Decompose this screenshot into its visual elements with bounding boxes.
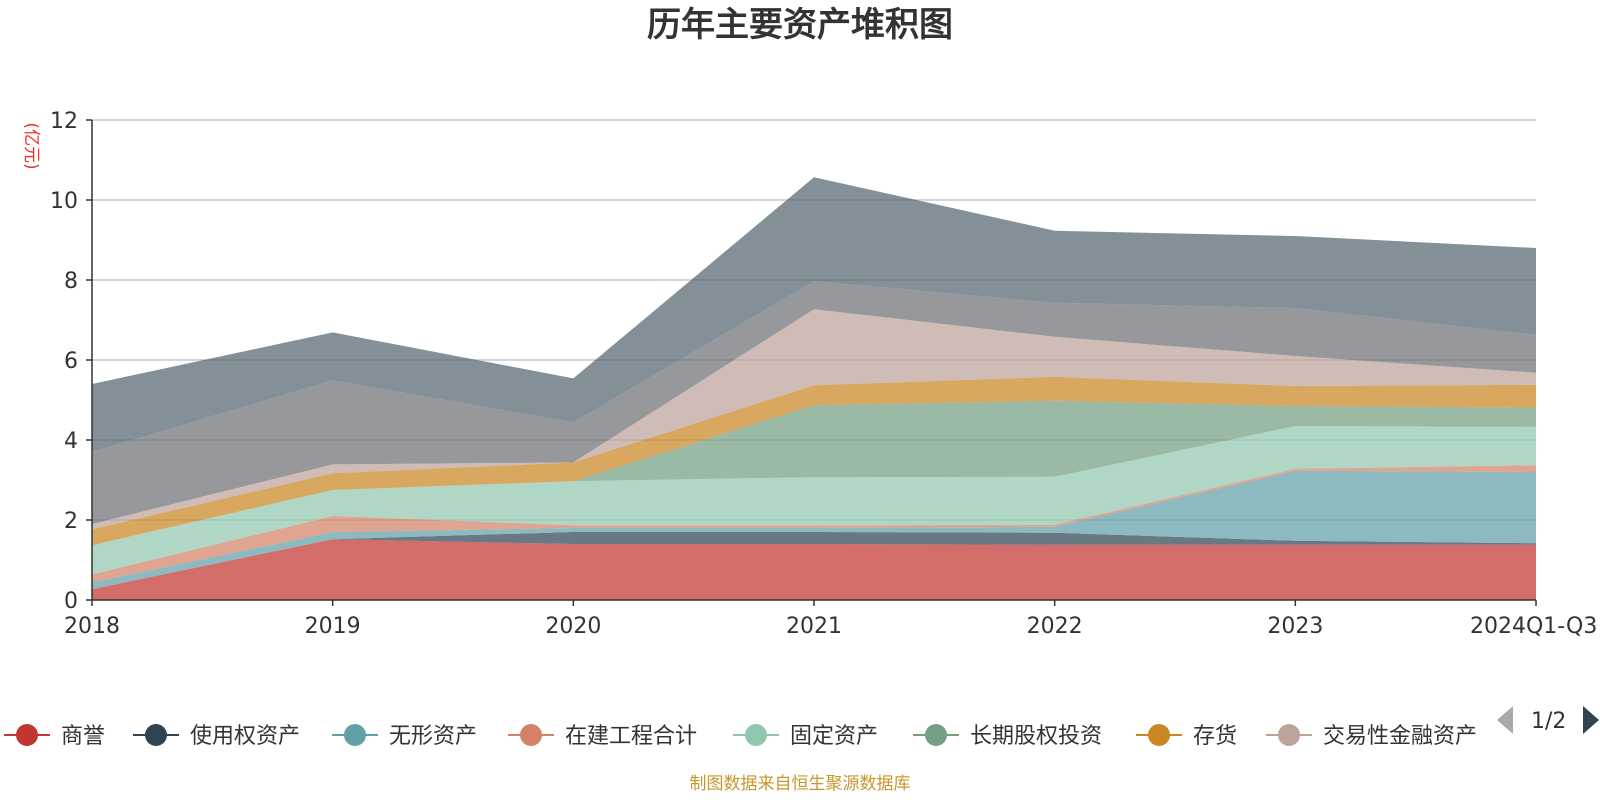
legend-page-indicator: 1/2: [1531, 709, 1566, 734]
data-source-note: 制图数据来自恒生聚源数据库: [690, 774, 911, 794]
area-series-9: [92, 281, 1536, 524]
legend-label: 固定资产: [790, 724, 878, 749]
y-tick-label: 2: [64, 509, 78, 534]
area-series-1: [92, 539, 1536, 600]
legend-circle-icon: [1148, 724, 1170, 746]
legend-label: 长期股权投资: [970, 724, 1102, 749]
area-series-10: [92, 177, 1536, 452]
legend-label: 存货: [1193, 724, 1237, 749]
legend-label: 商誉: [61, 724, 105, 749]
area-series-2: [92, 532, 1536, 590]
area-series-8: [92, 309, 1536, 530]
legend-prev-icon[interactable]: [1497, 706, 1513, 734]
y-tick-label: 4: [64, 429, 78, 454]
legend-circle-icon: [520, 724, 542, 746]
legend-circle-icon: [1278, 724, 1300, 746]
legend-label: 无形资产: [389, 724, 477, 749]
legend-item[interactable]: 长期股权投资: [913, 724, 1102, 749]
area-series: [92, 177, 1536, 600]
legend-pager[interactable]: 1/2: [1497, 706, 1599, 734]
legend-circle-icon: [145, 724, 167, 746]
legend-item[interactable]: 固定资产: [733, 724, 878, 749]
axes: 0 2 4 6 8 10 12 2018 2019 2020 2021 2022 2023 2024Q1-…: [50, 109, 1597, 639]
y-tick-label: 12: [50, 109, 78, 134]
area-series-4: [92, 465, 1536, 583]
legend-circle-icon: [16, 724, 38, 746]
chart-title: 历年主要资产堆积图: [647, 5, 953, 45]
area-series-6: [92, 400, 1536, 546]
x-tick-label: 2022: [1027, 614, 1083, 639]
legend-next-icon[interactable]: [1583, 706, 1599, 734]
y-tick-label: 8: [64, 269, 78, 294]
x-tick-label: 2019: [305, 614, 361, 639]
legend-circle-icon: [745, 724, 767, 746]
area-series-7: [92, 376, 1536, 546]
y-tick-label: 0: [64, 589, 78, 614]
x-tick-label: 2020: [545, 614, 601, 639]
legend-item[interactable]: 在建工程合计: [508, 724, 697, 749]
x-tick-label: 2024Q1-Q3: [1470, 614, 1597, 639]
area-series-3: [92, 470, 1536, 590]
legend[interactable]: 商誉 使用权资产 无形资产 在建工程合计 固定资产 长期股权投资 存货 交易性金融资产: [4, 724, 1477, 749]
legend-item[interactable]: 存货: [1136, 724, 1237, 749]
legend-label: 使用权资产: [190, 724, 300, 749]
legend-label: 交易性金融资产: [1323, 724, 1477, 749]
legend-circle-icon: [925, 724, 947, 746]
legend-circle-icon: [344, 724, 366, 746]
x-tick-label: 2021: [786, 614, 842, 639]
legend-item[interactable]: 使用权资产: [133, 724, 300, 749]
legend-item[interactable]: 商誉: [4, 724, 105, 749]
y-tick-label: 6: [64, 349, 78, 374]
x-tick-label: 2018: [64, 614, 120, 639]
legend-item[interactable]: 无形资产: [332, 724, 477, 749]
y-axis-unit-label: (亿元): [21, 122, 41, 169]
x-tick-label: 2023: [1267, 614, 1323, 639]
legend-item[interactable]: 交易性金融资产: [1266, 724, 1477, 749]
area-series-5: [92, 426, 1536, 575]
legend-label: 在建工程合计: [565, 724, 697, 749]
y-tick-label: 10: [50, 189, 78, 214]
